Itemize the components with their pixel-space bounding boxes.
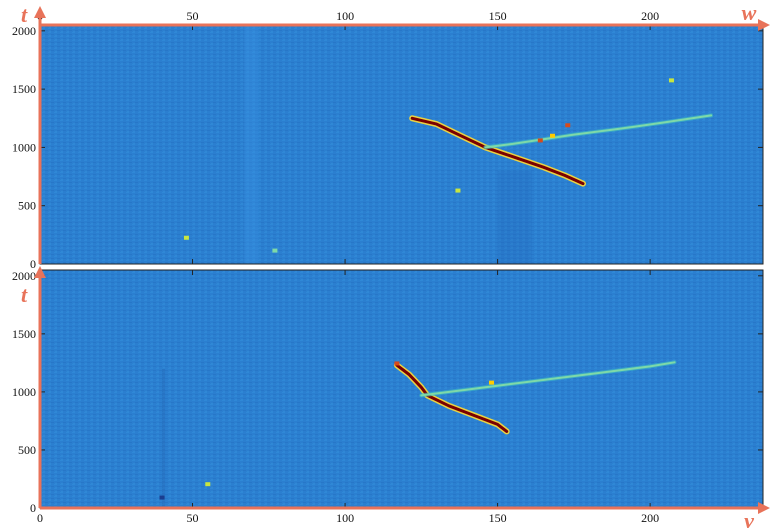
x-arrowhead-v xyxy=(758,502,770,514)
t-arrowhead-bottom xyxy=(34,266,46,278)
t-arrowhead-top xyxy=(34,6,46,18)
hit-3 xyxy=(272,248,278,253)
muon-track xyxy=(395,363,509,433)
noise-strip xyxy=(244,25,259,264)
x-tick-label: 100 xyxy=(336,9,354,23)
y-tick-label: 0 xyxy=(30,501,36,515)
hit-4 xyxy=(394,361,400,366)
y-tick-label: 500 xyxy=(18,443,36,457)
hit-4 xyxy=(455,188,461,193)
y-axis-label-top: t xyxy=(21,2,28,27)
panel-v-view: 0 500 1000 1500 2000 0 50 100 150 200 xyxy=(12,269,764,525)
noise-strip xyxy=(162,368,166,508)
hit-1 xyxy=(205,482,211,487)
figure-frame: t w t v xyxy=(21,0,770,530)
electron-shower xyxy=(420,361,676,397)
y-tick-label: 1500 xyxy=(12,327,36,341)
x-tick-label: 150 xyxy=(489,511,507,525)
x-arrowhead-w xyxy=(758,19,770,31)
hit-2 xyxy=(183,235,189,240)
y-tick-label: 1000 xyxy=(12,385,36,399)
x-axis-label-v: v xyxy=(744,508,754,530)
y-tick-label: 1500 xyxy=(12,82,36,96)
x-tick-label: 100 xyxy=(336,511,354,525)
x-tick-label: 200 xyxy=(641,511,659,525)
y-tick-label: 2000 xyxy=(12,269,36,283)
muon-track xyxy=(410,116,585,186)
heatmap-background xyxy=(40,25,763,264)
hit-1 xyxy=(668,78,674,83)
x-tick-label: 50 xyxy=(187,511,199,525)
hit-2 xyxy=(159,495,165,500)
x-tick-label: 150 xyxy=(489,9,507,23)
hit-5 xyxy=(537,138,543,143)
y-tick-label: 500 xyxy=(18,199,36,213)
x-tick-label: 200 xyxy=(641,9,659,23)
hit-3 xyxy=(488,380,494,385)
x-axis-label-w: w xyxy=(742,0,757,25)
x-tick-label: 0 xyxy=(37,511,43,525)
hit-7 xyxy=(565,123,571,128)
y-axis-label-bottom: t xyxy=(21,282,28,307)
heatmap-background xyxy=(40,270,763,508)
y-tick-label: 2000 xyxy=(12,24,36,38)
noise-strip xyxy=(497,170,532,264)
x-tick-label: 50 xyxy=(187,9,199,23)
hit-6 xyxy=(550,133,556,138)
y-tick-label: 0 xyxy=(30,257,36,271)
y-tick-label: 1000 xyxy=(12,140,36,154)
electron-shower xyxy=(484,114,713,149)
